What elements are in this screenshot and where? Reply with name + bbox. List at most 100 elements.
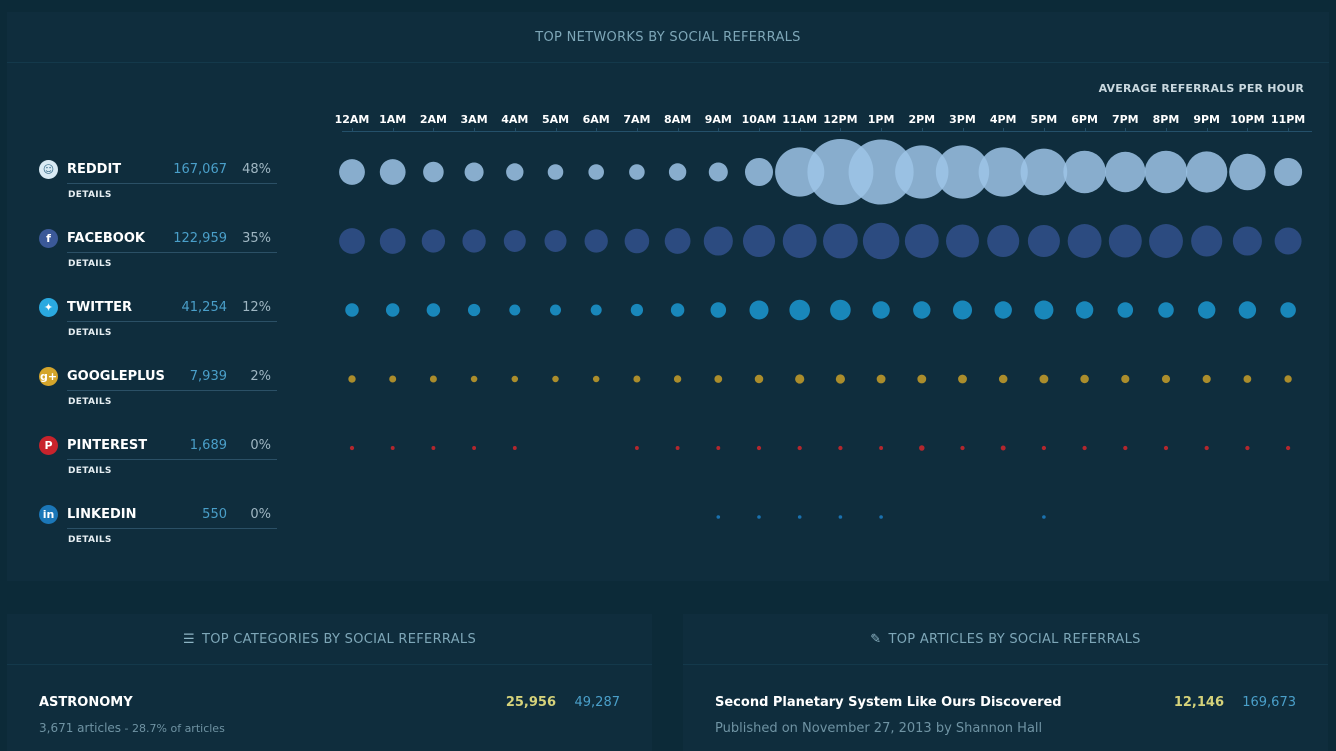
bubble-reddit-4pm[interactable] [978, 147, 1028, 197]
bubble-facebook-12am[interactable] [339, 228, 365, 254]
network-name[interactable]: TWITTER [67, 300, 132, 315]
bubble-googleplus-9am[interactable] [714, 375, 723, 383]
bubble-pinterest-6pm[interactable] [1082, 445, 1087, 451]
bubble-reddit-7pm[interactable] [1105, 151, 1146, 193]
bubble-reddit-8pm[interactable] [1144, 150, 1188, 194]
bubble-facebook-5pm[interactable] [1027, 224, 1060, 258]
bubble-facebook-9am[interactable] [703, 226, 733, 256]
bubble-googleplus-10pm[interactable] [1243, 375, 1252, 383]
bubble-pinterest-8am[interactable] [675, 446, 680, 450]
bubble-pinterest-4pm[interactable] [1000, 445, 1006, 451]
details-link[interactable]: DETAILS [68, 535, 112, 545]
bubble-facebook-11pm[interactable] [1274, 227, 1302, 255]
category-title[interactable]: ASTRONOMY [39, 695, 133, 710]
bubble-twitter-7am[interactable] [630, 303, 644, 317]
bubble-pinterest-1pm[interactable] [879, 446, 884, 450]
bubble-twitter-5pm[interactable] [1034, 300, 1054, 320]
bubble-reddit-1pm[interactable] [848, 139, 914, 205]
bubble-reddit-9pm[interactable] [1186, 151, 1228, 193]
bubble-twitter-5am[interactable] [550, 304, 561, 316]
bubble-googleplus-3pm[interactable] [958, 374, 967, 384]
bubble-twitter-11am[interactable] [789, 299, 810, 321]
bubble-twitter-4pm[interactable] [994, 301, 1012, 319]
bubble-googleplus-3am[interactable] [470, 375, 478, 383]
bubble-twitter-10pm[interactable] [1238, 301, 1257, 319]
bubble-reddit-4am[interactable] [506, 163, 524, 181]
bubble-pinterest-3am[interactable] [472, 446, 477, 450]
bubble-googleplus-8am[interactable] [673, 375, 682, 383]
bubble-googleplus-6am[interactable] [592, 375, 600, 383]
bubble-googleplus-1am[interactable] [389, 375, 397, 383]
bubble-googleplus-7pm[interactable] [1121, 374, 1130, 384]
bubble-reddit-3am[interactable] [464, 162, 484, 182]
bubble-twitter-1am[interactable] [385, 303, 400, 317]
bubble-pinterest-5pm[interactable] [1041, 445, 1047, 451]
bubble-googleplus-11pm[interactable] [1284, 375, 1292, 383]
bubble-twitter-1pm[interactable] [872, 301, 890, 319]
bubble-twitter-6am[interactable] [590, 304, 602, 316]
bubble-pinterest-7am[interactable] [634, 446, 639, 450]
article-title[interactable]: Second Planetary System Like Ours Discov… [715, 695, 1062, 710]
bubble-twitter-8pm[interactable] [1158, 302, 1174, 318]
bubble-reddit-8am[interactable] [668, 163, 687, 181]
details-link[interactable]: DETAILS [68, 328, 112, 338]
bubble-facebook-9pm[interactable] [1191, 225, 1223, 257]
bubble-twitter-9am[interactable] [710, 302, 727, 318]
bubble-facebook-7pm[interactable] [1108, 224, 1142, 258]
bubble-facebook-8am[interactable] [664, 228, 691, 254]
network-name[interactable]: LINKEDIN [67, 507, 137, 522]
bubble-pinterest-2am[interactable] [431, 446, 436, 450]
bubble-facebook-5am[interactable] [544, 230, 567, 252]
bubble-pinterest-2pm[interactable] [919, 445, 925, 451]
bubble-reddit-9am[interactable] [708, 162, 728, 182]
bubble-googleplus-2am[interactable] [429, 375, 437, 383]
details-link[interactable]: DETAILS [68, 259, 112, 269]
bubble-facebook-7am[interactable] [624, 228, 650, 254]
bubble-facebook-12pm[interactable] [823, 223, 858, 259]
details-link[interactable]: DETAILS [68, 190, 112, 200]
network-name[interactable]: FACEBOOK [67, 231, 145, 246]
bubble-googleplus-4am[interactable] [511, 375, 519, 383]
bubble-pinterest-8pm[interactable] [1163, 445, 1169, 451]
bubble-googleplus-10am[interactable] [754, 374, 764, 384]
bubble-facebook-3pm[interactable] [946, 224, 979, 258]
bubble-reddit-1am[interactable] [379, 159, 406, 185]
bubble-pinterest-12am[interactable] [349, 445, 355, 451]
bubble-reddit-10pm[interactable] [1229, 153, 1266, 191]
bubble-twitter-2am[interactable] [426, 303, 441, 317]
bubble-twitter-4am[interactable] [509, 304, 521, 316]
bubble-pinterest-7pm[interactable] [1123, 445, 1128, 451]
bubble-facebook-10am[interactable] [742, 224, 776, 258]
bubble-reddit-2am[interactable] [423, 161, 444, 183]
bubble-facebook-2am[interactable] [421, 229, 446, 253]
bubble-reddit-5am[interactable] [547, 164, 564, 180]
bubble-facebook-1am[interactable] [379, 228, 406, 254]
bubble-pinterest-9pm[interactable] [1204, 445, 1209, 451]
bubble-linkedin-12pm[interactable] [838, 515, 843, 519]
bubble-googleplus-9pm[interactable] [1202, 374, 1211, 384]
bubble-facebook-10pm[interactable] [1232, 226, 1262, 256]
bubble-twitter-7pm[interactable] [1117, 302, 1134, 318]
bubble-reddit-10am[interactable] [744, 157, 774, 187]
bubble-googleplus-5pm[interactable] [1039, 374, 1049, 384]
bubble-linkedin-11am[interactable] [797, 515, 802, 519]
bubble-twitter-10am[interactable] [749, 300, 769, 320]
bubble-facebook-11am[interactable] [782, 224, 817, 258]
network-name[interactable]: GOOGLEPLUS [67, 369, 165, 384]
bubble-pinterest-1am[interactable] [390, 446, 395, 450]
bubble-facebook-6am[interactable] [584, 229, 608, 253]
bubble-twitter-12pm[interactable] [830, 299, 851, 321]
bubble-linkedin-10am[interactable] [757, 515, 761, 519]
bubble-reddit-3pm[interactable] [935, 145, 990, 199]
bubble-reddit-2pm[interactable] [895, 145, 949, 199]
bubble-twitter-9pm[interactable] [1198, 301, 1216, 319]
bubble-twitter-3pm[interactable] [952, 300, 973, 320]
bubble-linkedin-5pm[interactable] [1042, 515, 1046, 519]
bubble-twitter-8am[interactable] [670, 303, 685, 317]
bubble-facebook-1pm[interactable] [862, 222, 900, 260]
bubble-reddit-5pm[interactable] [1020, 148, 1068, 196]
bubble-googleplus-12am[interactable] [348, 375, 356, 383]
bubble-twitter-3am[interactable] [467, 303, 481, 317]
bubble-pinterest-4am[interactable] [512, 446, 517, 450]
network-name[interactable]: PINTEREST [67, 438, 148, 453]
